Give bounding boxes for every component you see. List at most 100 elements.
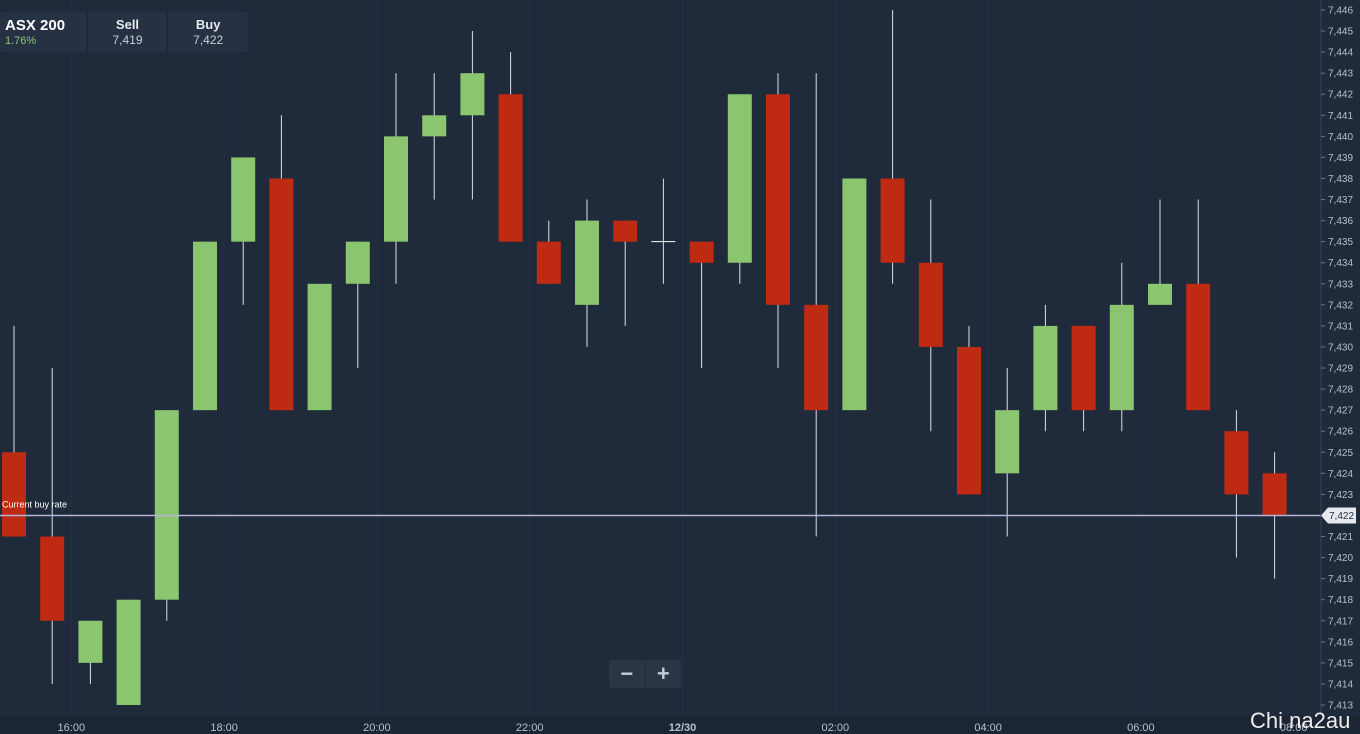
candle-body [2,452,26,537]
y-tick-label: 7,431 [1328,321,1353,332]
x-tick-label: 12/30 [669,722,697,734]
y-tick-label: 7,443 [1328,69,1353,80]
zoom-out-button[interactable]: − [609,660,646,688]
plus-icon: + [656,661,670,686]
y-tick-label: 7,435 [1328,237,1353,248]
candles [2,10,1287,705]
instrument-info[interactable]: ASX 200 1.76% [0,12,88,52]
instrument-change: 1.76% [5,34,37,47]
x-axis-background [0,716,1360,734]
candle-body [422,115,447,137]
y-tick-label: 7,427 [1328,406,1353,417]
buy-rate-tag [1321,507,1356,524]
candle-body [575,220,599,305]
y-tick-label: 7,418 [1328,595,1353,606]
candle-body [1148,283,1172,305]
sell-label: Sell [115,16,140,32]
candle-body [307,283,332,411]
y-tick-label: 7,440 [1328,132,1353,143]
y-tick-label: 7,420 [1328,553,1353,564]
y-tick-label: 7,424 [1328,469,1353,480]
y-tick-label: 7,433 [1328,279,1353,290]
candle-body [193,241,217,411]
candle-body [957,346,981,495]
y-tick-label: 7,426 [1328,427,1353,438]
candle-body [1033,325,1058,411]
y-tick-label: 7,432 [1328,300,1353,311]
candle-body [613,220,638,242]
y-tick-label: 7,445 [1328,27,1353,38]
x-tick-label: 20:00 [363,722,391,734]
y-tick-label: 7,413 [1328,701,1353,712]
y-tick-label: 7,429 [1328,364,1353,375]
x-axis: 16:00 18:00 20:00 22:00 12/30 02:00 04:00 06:00… [0,716,1360,734]
candle-body [231,157,256,242]
y-tick-label: 7,446 [1328,6,1353,17]
sell-price: 7,419 [112,32,143,47]
x-tick-label: 02:00 [822,722,850,734]
current-buy-rate-line: Current buy rate 7,422 [0,499,1356,524]
y-tick-label: 7,428 [1328,385,1353,396]
x-tick-label: 16:00 [58,722,86,734]
candle-body [384,136,408,242]
y-tick-label: 7,415 [1328,658,1353,669]
candle-body [727,94,752,263]
candle-body [345,241,370,284]
candle-body [116,599,141,705]
grid-lines [70,0,1295,716]
candle-body [804,304,829,411]
buy-label: Buy [195,16,221,32]
candle-body [842,178,867,411]
candle-body [498,94,523,242]
y-tick-label: 7,444 [1328,48,1353,59]
x-tick-label: 22:00 [516,722,544,734]
y-tick-label: 7,414 [1328,679,1353,690]
y-tick-label: 7,437 [1328,195,1353,206]
x-tick-label: 04:00 [974,722,1002,734]
y-tick-label: 7,430 [1328,342,1353,353]
y-tick-label: 7,425 [1328,448,1353,459]
y-tick-label: 7,434 [1328,258,1353,269]
buy-button[interactable]: Buy 7,422 [168,12,248,52]
y-tick-label: 7,438 [1328,174,1353,185]
instrument-header: ASX 200 1.76% Sell 7,419 Buy 7,422 [0,12,248,52]
buy-rate-tag-text: 7,422 [1329,511,1354,522]
candle-body [766,94,790,305]
candle-body [918,262,943,347]
zoom-in-button[interactable]: + [646,660,682,688]
y-tick-label: 7,436 [1328,216,1353,227]
x-tick-label: 18:00 [210,722,238,734]
buy-price: 7,422 [193,32,224,47]
y-tick-label: 7,421 [1328,532,1353,543]
candle-body [995,410,1020,474]
y-tick-label: 7,417 [1328,616,1353,627]
candle-body [689,241,714,263]
zoom-controls: − + [609,660,681,688]
candle-body [460,73,485,116]
watermark: Chi na2au [1250,708,1351,733]
buy-rate-label: Current buy rate [2,499,67,509]
candle-body [1224,431,1249,495]
y-tick-label: 7,419 [1328,574,1353,585]
y-tick-label: 7,423 [1328,490,1353,501]
y-tick-label: 7,439 [1328,153,1353,164]
candle-body [1071,325,1096,411]
candle-body [40,536,65,621]
candle-body [154,410,179,600]
y-tick-label: 7,441 [1328,111,1353,122]
y-axis: 7,413 7,414 7,415 7,416 7,417 7,418 7,419 7,420… [1320,0,1353,716]
instrument-name: ASX 200 [5,16,66,34]
candle-body [880,178,905,263]
x-tick-label: 08:00 [1280,722,1308,734]
candle-body [269,178,294,411]
sell-button[interactable]: Sell 7,419 [88,12,169,52]
candle-body [536,241,561,284]
candle-body [78,620,103,663]
y-tick-label: 7,416 [1328,637,1353,648]
candle-body [1109,304,1134,411]
candle-body [1186,283,1211,411]
x-tick-label: 06:00 [1127,722,1155,734]
minus-icon: − [620,661,634,686]
y-tick-label: 7,442 [1328,90,1353,101]
